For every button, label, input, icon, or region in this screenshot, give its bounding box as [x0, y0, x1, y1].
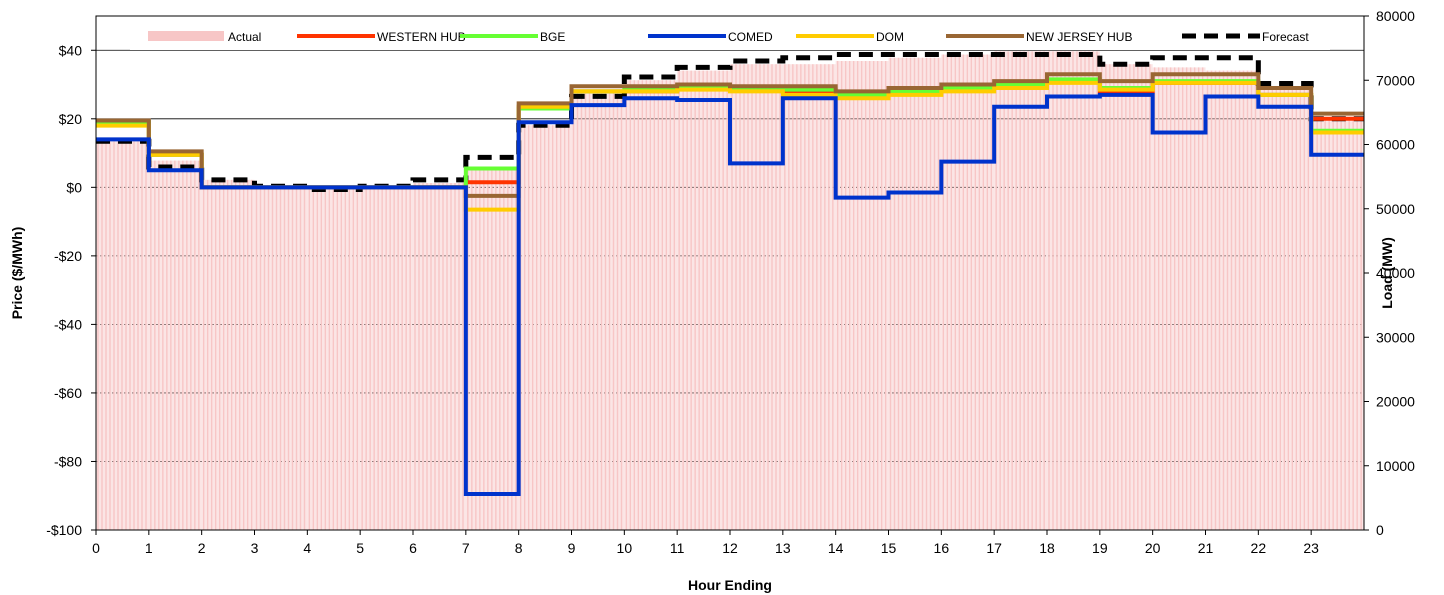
legend-swatch-actual	[148, 31, 224, 41]
legend-label: WESTERN HUB	[377, 30, 466, 44]
y-tick-label: -$100	[46, 522, 82, 538]
x-tick-label: 14	[828, 540, 844, 556]
legend: Actual WESTERN HUB BGE COMED DOM NEW JERSEY H…	[130, 22, 1330, 50]
x-axis-title: Hour Ending	[688, 577, 772, 593]
x-tick-label: 3	[251, 540, 259, 556]
x-tick-label: 17	[986, 540, 1002, 556]
legend-label: COMED	[728, 30, 773, 44]
x-tick-label: 6	[409, 540, 417, 556]
y2-tick-label: 30000	[1376, 329, 1415, 345]
legend-label: BGE	[540, 30, 565, 44]
x-tick-label: 11	[670, 540, 685, 556]
series-line-comed	[96, 92, 1364, 497]
x-tick-label: 16	[934, 540, 950, 556]
x-tick-label: 23	[1303, 540, 1319, 556]
actual-load-bars	[96, 51, 1364, 531]
y-tick-label: $20	[59, 111, 83, 127]
y2-tick-label: 0	[1376, 522, 1384, 538]
x-tick-label: 5	[356, 540, 364, 556]
y-axis-title: Price ($/MWh)	[9, 227, 25, 320]
x-tick-label: 12	[722, 540, 738, 556]
y2-tick-label: 60000	[1376, 137, 1415, 153]
x-tick-label: 21	[1198, 540, 1214, 556]
x-tick-label: 1	[145, 540, 153, 556]
x-tick-label: 9	[568, 540, 576, 556]
y-tick-label: $40	[59, 42, 83, 58]
x-tick-label: 10	[617, 540, 633, 556]
y-tick-label: -$20	[54, 248, 82, 264]
y2-tick-label: 40000	[1376, 265, 1415, 281]
y2-tick-label: 80000	[1376, 8, 1415, 24]
y2-tick-label: 50000	[1376, 201, 1415, 217]
y-tick-label: -$40	[54, 316, 82, 332]
x-tick-label: 4	[303, 540, 311, 556]
y-tick-label: $0	[66, 179, 82, 195]
y2-tick-label: 20000	[1376, 394, 1415, 410]
legend-label: DOM	[876, 30, 904, 44]
y-tick-label: -$80	[54, 453, 82, 469]
x-tick-label: 0	[92, 540, 100, 556]
x-tick-label: 22	[1251, 540, 1267, 556]
legend-label: NEW JERSEY HUB	[1026, 30, 1132, 44]
x-tick-label: 7	[462, 540, 470, 556]
y2-tick-label: 70000	[1376, 72, 1415, 88]
x-tick-label: 2	[198, 540, 206, 556]
axes: 0 1 2 3 4 5 6 7 8 9 10 11 12 13 14 15 16 17 18 19 20 21 22 23-$…	[46, 8, 1415, 556]
legend-label: Forecast	[1262, 30, 1309, 44]
x-tick-label: 18	[1039, 540, 1055, 556]
series-lines	[96, 52, 1364, 497]
x-tick-label: 8	[515, 540, 523, 556]
y2-axis-title: Load (MW)	[1379, 237, 1395, 309]
x-tick-label: 19	[1092, 540, 1108, 556]
x-tick-label: 20	[1145, 540, 1161, 556]
x-tick-label: 13	[775, 540, 791, 556]
legend-label: Actual	[228, 30, 261, 44]
x-tick-label: 15	[881, 540, 897, 556]
y2-tick-label: 10000	[1376, 458, 1415, 474]
y-tick-label: -$60	[54, 385, 82, 401]
